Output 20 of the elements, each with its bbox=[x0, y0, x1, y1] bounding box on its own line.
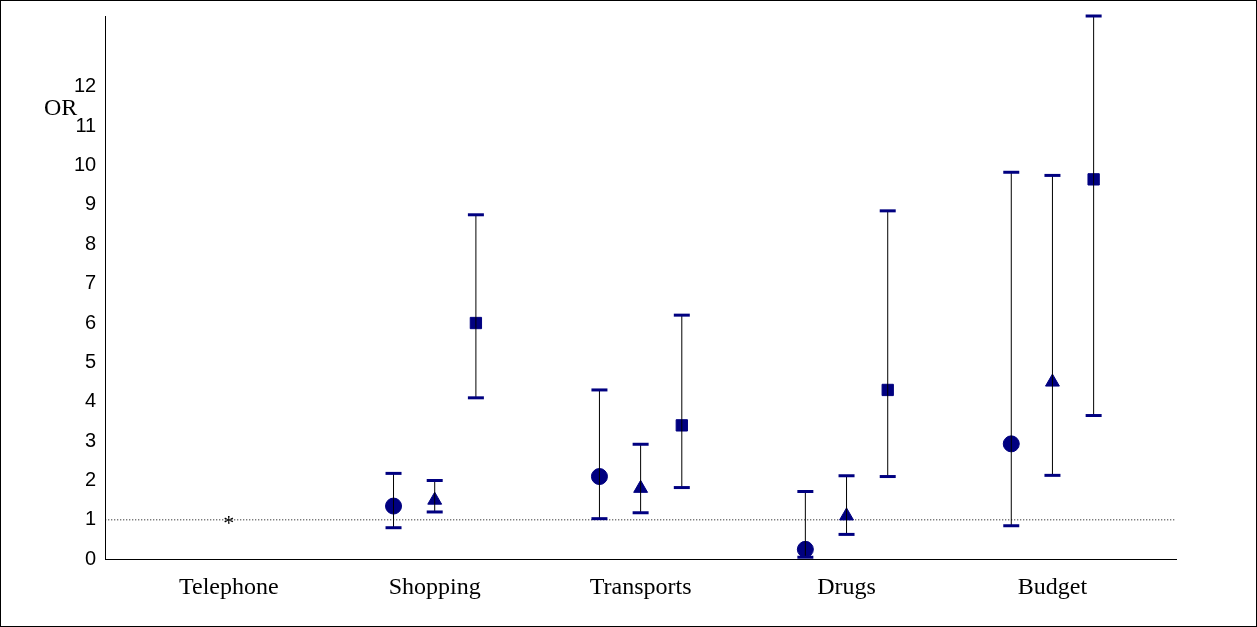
annotation: * bbox=[223, 509, 235, 535]
y-tick-label: 5 bbox=[85, 349, 97, 372]
y-tick-label: 8 bbox=[85, 231, 97, 254]
x-tick-label: Transports bbox=[589, 572, 692, 599]
y-tick-label: 12 bbox=[74, 74, 97, 97]
y-tick-label: 7 bbox=[85, 271, 97, 294]
y-tick-label: 0 bbox=[85, 546, 97, 569]
y-tick-label: 9 bbox=[85, 192, 97, 215]
y-tick-label: 1 bbox=[85, 507, 97, 530]
y-tick-label: 4 bbox=[85, 389, 97, 412]
y-axis-title: OR bbox=[43, 94, 78, 121]
x-tick-label: Budget bbox=[1017, 572, 1088, 599]
y-tick-label: 6 bbox=[85, 310, 97, 333]
y-tick-label: 3 bbox=[85, 428, 97, 451]
y-tick-label: 10 bbox=[74, 153, 97, 176]
x-tick-label: Telephone bbox=[178, 572, 279, 599]
x-tick-label: Drugs bbox=[817, 572, 876, 599]
x-tick-label: Shopping bbox=[388, 572, 481, 599]
y-tick-label: 2 bbox=[85, 467, 97, 490]
y-tick-label: 11 bbox=[75, 113, 97, 136]
